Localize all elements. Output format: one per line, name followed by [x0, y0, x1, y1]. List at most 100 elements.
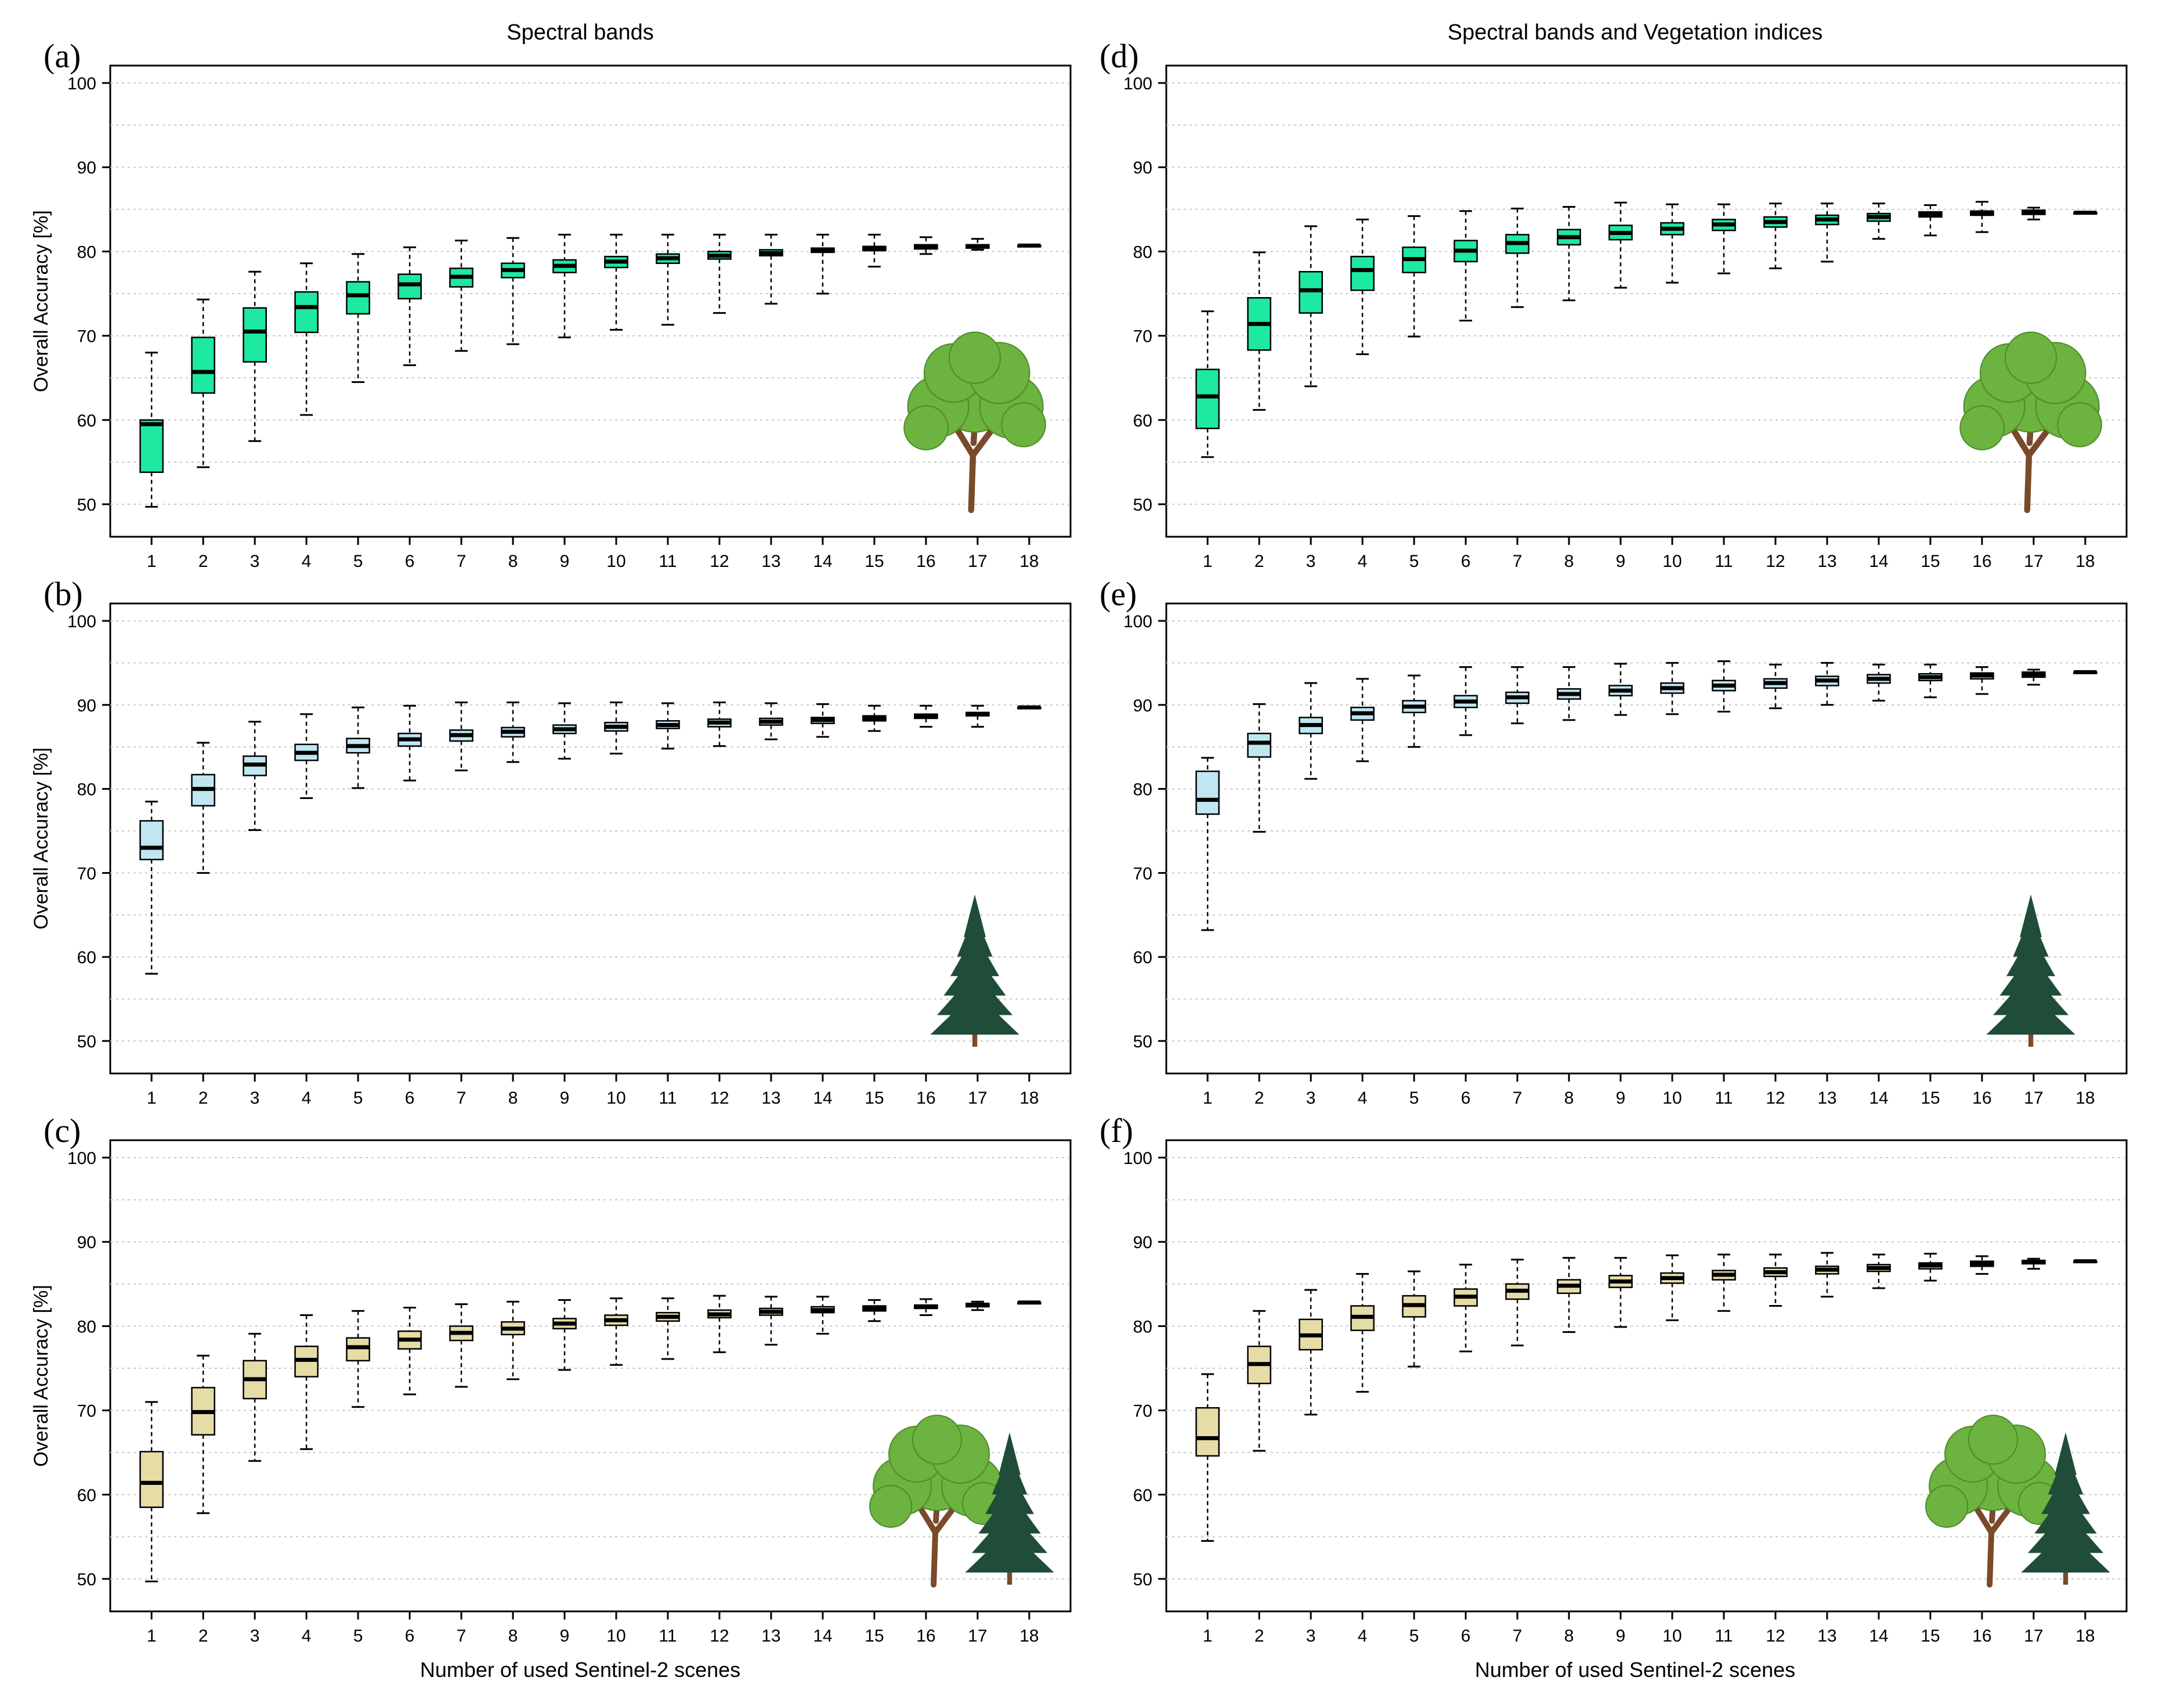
x-tick-label: 10 [1662, 1626, 1682, 1646]
broadleaf-tree-icon [1959, 331, 2102, 514]
box-9 [1608, 201, 1633, 289]
x-tick-label: 11 [1715, 1089, 1733, 1108]
box-2 [191, 742, 215, 874]
x-tick-label: 5 [353, 552, 363, 571]
y-tick-label: 60 [77, 948, 96, 967]
x-tick-label: 13 [761, 552, 780, 571]
y-tick-label: 60 [1133, 411, 1152, 431]
box-9 [1608, 663, 1633, 716]
x-tick-label: 15 [1921, 1626, 1940, 1646]
y-tick-label: 80 [1133, 243, 1152, 262]
box-5 [1402, 1270, 1426, 1368]
x-tick-label: 14 [1869, 1626, 1888, 1646]
box-13 [759, 233, 783, 305]
box-2 [1247, 251, 1271, 411]
x-tick-label: 7 [1513, 552, 1523, 571]
box-10 [604, 233, 628, 331]
y-tick-label: 50 [77, 496, 96, 515]
box-9 [1608, 1257, 1633, 1328]
box-2 [191, 298, 215, 468]
leaf-blob [869, 1485, 912, 1528]
broadleaf-tree-icon [903, 331, 1046, 514]
needle-layer [1986, 992, 2075, 1035]
y-tick-label: 60 [77, 411, 96, 431]
panel-label: (e) [1100, 575, 1137, 613]
y-axis-title: Overall Accuracy [%] [30, 210, 52, 392]
box-7 [449, 701, 473, 772]
box-4 [1350, 218, 1375, 356]
x-tick-label: 13 [1817, 1626, 1836, 1646]
box-14 [1867, 1253, 1891, 1289]
box-4 [1350, 1273, 1375, 1393]
box-15 [862, 1299, 887, 1322]
x-tick-label: 5 [353, 1626, 363, 1646]
box-iqr [1195, 770, 1220, 815]
x-tick-label: 10 [606, 1626, 625, 1646]
x-tick-label: 3 [1306, 1089, 1316, 1108]
x-tick-label: 13 [761, 1626, 780, 1646]
box-iqr [294, 291, 319, 334]
x-tick-label: 16 [916, 552, 935, 571]
y-tick-label: 90 [1133, 1233, 1152, 1252]
x-tick-label: 2 [1254, 1626, 1264, 1646]
y-tick-label: 80 [77, 780, 96, 800]
box-17 [966, 238, 990, 251]
leaf-blob [1968, 1415, 2018, 1465]
x-tick-label: 14 [813, 552, 832, 571]
x-tick-label: 2 [198, 1089, 208, 1108]
x-tick-label: 14 [813, 1626, 832, 1646]
box-iqr [1247, 732, 1271, 758]
x-tick-label: 4 [1358, 1626, 1368, 1646]
x-tick-label: 1 [1203, 552, 1213, 571]
panel-frame [1165, 602, 2128, 1075]
box-17 [966, 704, 990, 728]
y-tick-label: 70 [1133, 864, 1152, 883]
box-11 [1712, 203, 1736, 274]
box-10 [1660, 661, 1684, 715]
column-title-left: Spectral bands [507, 20, 654, 45]
y-tick-label: 60 [1133, 948, 1152, 967]
box-7 [449, 1303, 473, 1388]
box-11 [1712, 660, 1736, 713]
leaf-blob [1001, 402, 1046, 447]
box-13 [759, 1296, 783, 1346]
x-tick-label: 16 [916, 1626, 935, 1646]
y-tick-label: 70 [77, 327, 96, 346]
x-tick-label: 1 [147, 1089, 157, 1108]
y-axis-title: Overall Accuracy [%] [30, 747, 52, 930]
x-tick-label: 14 [1869, 1089, 1888, 1108]
box-3 [243, 270, 267, 442]
panel-label: (d) [1100, 37, 1139, 75]
box-15 [1918, 1253, 1943, 1282]
x-tick-label: 17 [968, 1089, 987, 1108]
y-tick-label: 80 [1133, 780, 1152, 800]
box-5 [1402, 215, 1426, 338]
needle-layer [930, 992, 1019, 1035]
y-tick-label: 100 [1123, 74, 1152, 93]
box-iqr [243, 307, 267, 363]
box-11 [656, 233, 680, 326]
leaf-blob [912, 1415, 962, 1465]
x-tick-label: 11 [1715, 552, 1733, 571]
x-tick-label: 2 [1254, 552, 1264, 571]
x-tick-label: 16 [1972, 1089, 1991, 1108]
box-4 [1350, 678, 1375, 762]
x-tick-label: 9 [1616, 552, 1626, 571]
leaf-blob [1925, 1485, 1968, 1528]
y-tick-label: 70 [1133, 1402, 1152, 1421]
box-3 [1299, 1289, 1323, 1416]
leaf-blob [2004, 331, 2058, 384]
box-12 [1763, 203, 1788, 269]
box-4 [294, 713, 319, 800]
box-6 [1453, 1263, 1478, 1353]
box-12 [707, 1295, 732, 1353]
conifer-tree-icon [1986, 894, 2075, 1047]
x-tick-label: 3 [1306, 1626, 1316, 1646]
x-tick-label: 12 [710, 1089, 729, 1108]
box-14 [1867, 663, 1891, 702]
x-tick-label: 18 [2075, 552, 2095, 571]
y-tick-label: 50 [77, 1032, 96, 1051]
